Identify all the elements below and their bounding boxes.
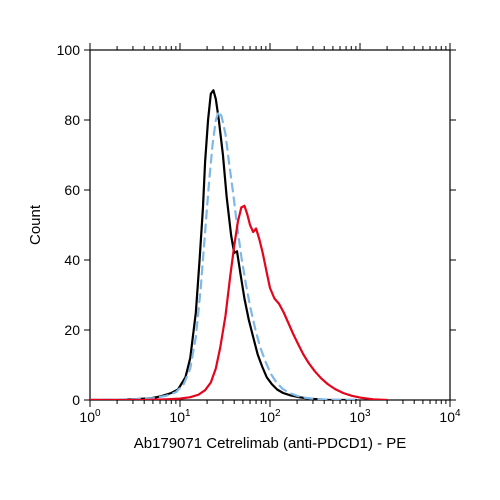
chart-svg: 020406080100100101102103104CountAb179071… [0,0,500,500]
chart-background [0,0,500,500]
x-axis-label: Ab179071 Cetrelimab (anti-PDCD1) - PE [134,435,407,452]
y-tick-label: 100 [57,42,81,58]
y-tick-label: 80 [64,112,80,128]
flow-cytometry-histogram: 020406080100100101102103104CountAb179071… [0,0,500,500]
y-tick-label: 40 [64,252,80,268]
y-tick-label: 60 [64,182,80,198]
y-tick-label: 20 [64,322,80,338]
y-tick-label: 0 [72,392,80,408]
y-axis-label: Count [27,204,44,245]
